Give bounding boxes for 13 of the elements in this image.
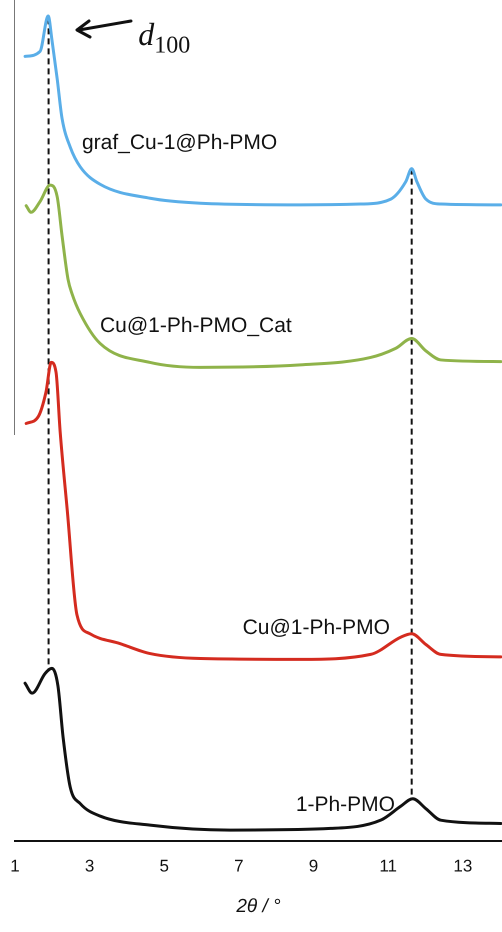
series-label: Cu@1-Ph-PMO <box>242 616 390 639</box>
series-label: graf_Cu-1@Ph-PMO <box>82 130 278 154</box>
x-tick-label: 11 <box>379 856 398 876</box>
series-label: 1-Ph-PMO <box>296 792 395 816</box>
annotation: d$_{100}$ <box>138 16 190 58</box>
x-tick-label: 5 <box>160 856 170 876</box>
x-tick-label: 13 <box>453 856 472 876</box>
series-label: Cu@1-Ph-PMO_Cat <box>100 314 292 337</box>
x-tick-label: 7 <box>234 856 244 876</box>
x-tick-label: 3 <box>84 856 94 876</box>
x-tick-label: 1 <box>10 856 20 876</box>
x-axis-title: 2θ / ° <box>235 896 282 917</box>
x-tick-label: 9 <box>308 856 318 876</box>
